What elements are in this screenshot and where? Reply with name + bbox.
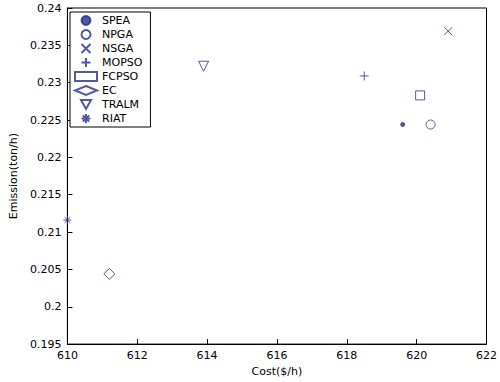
svg-text:Emission(ton/h): Emission(ton/h) [7, 133, 20, 219]
svg-text:620: 620 [406, 349, 427, 362]
svg-text:TRALM: TRALM [101, 98, 139, 111]
svg-text:0.22: 0.22 [37, 151, 62, 164]
svg-text:EC: EC [102, 84, 117, 97]
svg-text:NPGA: NPGA [102, 28, 133, 41]
svg-text:0.23: 0.23 [37, 76, 62, 89]
svg-text:616: 616 [266, 349, 287, 362]
svg-text:0.215: 0.215 [30, 188, 62, 201]
svg-text:0.195: 0.195 [29, 337, 62, 351]
svg-text:0.235: 0.235 [30, 39, 62, 52]
svg-text:612: 612 [127, 349, 148, 362]
svg-text:0.2: 0.2 [44, 300, 62, 313]
svg-text:RIAT: RIAT [102, 112, 127, 125]
svg-text:0.21: 0.21 [37, 226, 62, 239]
svg-text:618: 618 [336, 349, 357, 362]
svg-text:0.225: 0.225 [30, 114, 62, 127]
svg-text:SPEA: SPEA [102, 14, 131, 27]
svg-text:NSGA: NSGA [102, 42, 134, 55]
svg-text:614: 614 [197, 349, 218, 362]
svg-text:622: 622 [476, 349, 497, 362]
svg-text:610: 610 [57, 349, 78, 362]
svg-text:0.24: 0.24 [37, 2, 62, 15]
svg-text:MOPSO: MOPSO [102, 56, 143, 69]
svg-text:FCPSO: FCPSO [102, 70, 139, 83]
svg-text:0.205: 0.205 [30, 263, 62, 276]
svg-text:Cost($/h): Cost($/h) [252, 365, 303, 378]
